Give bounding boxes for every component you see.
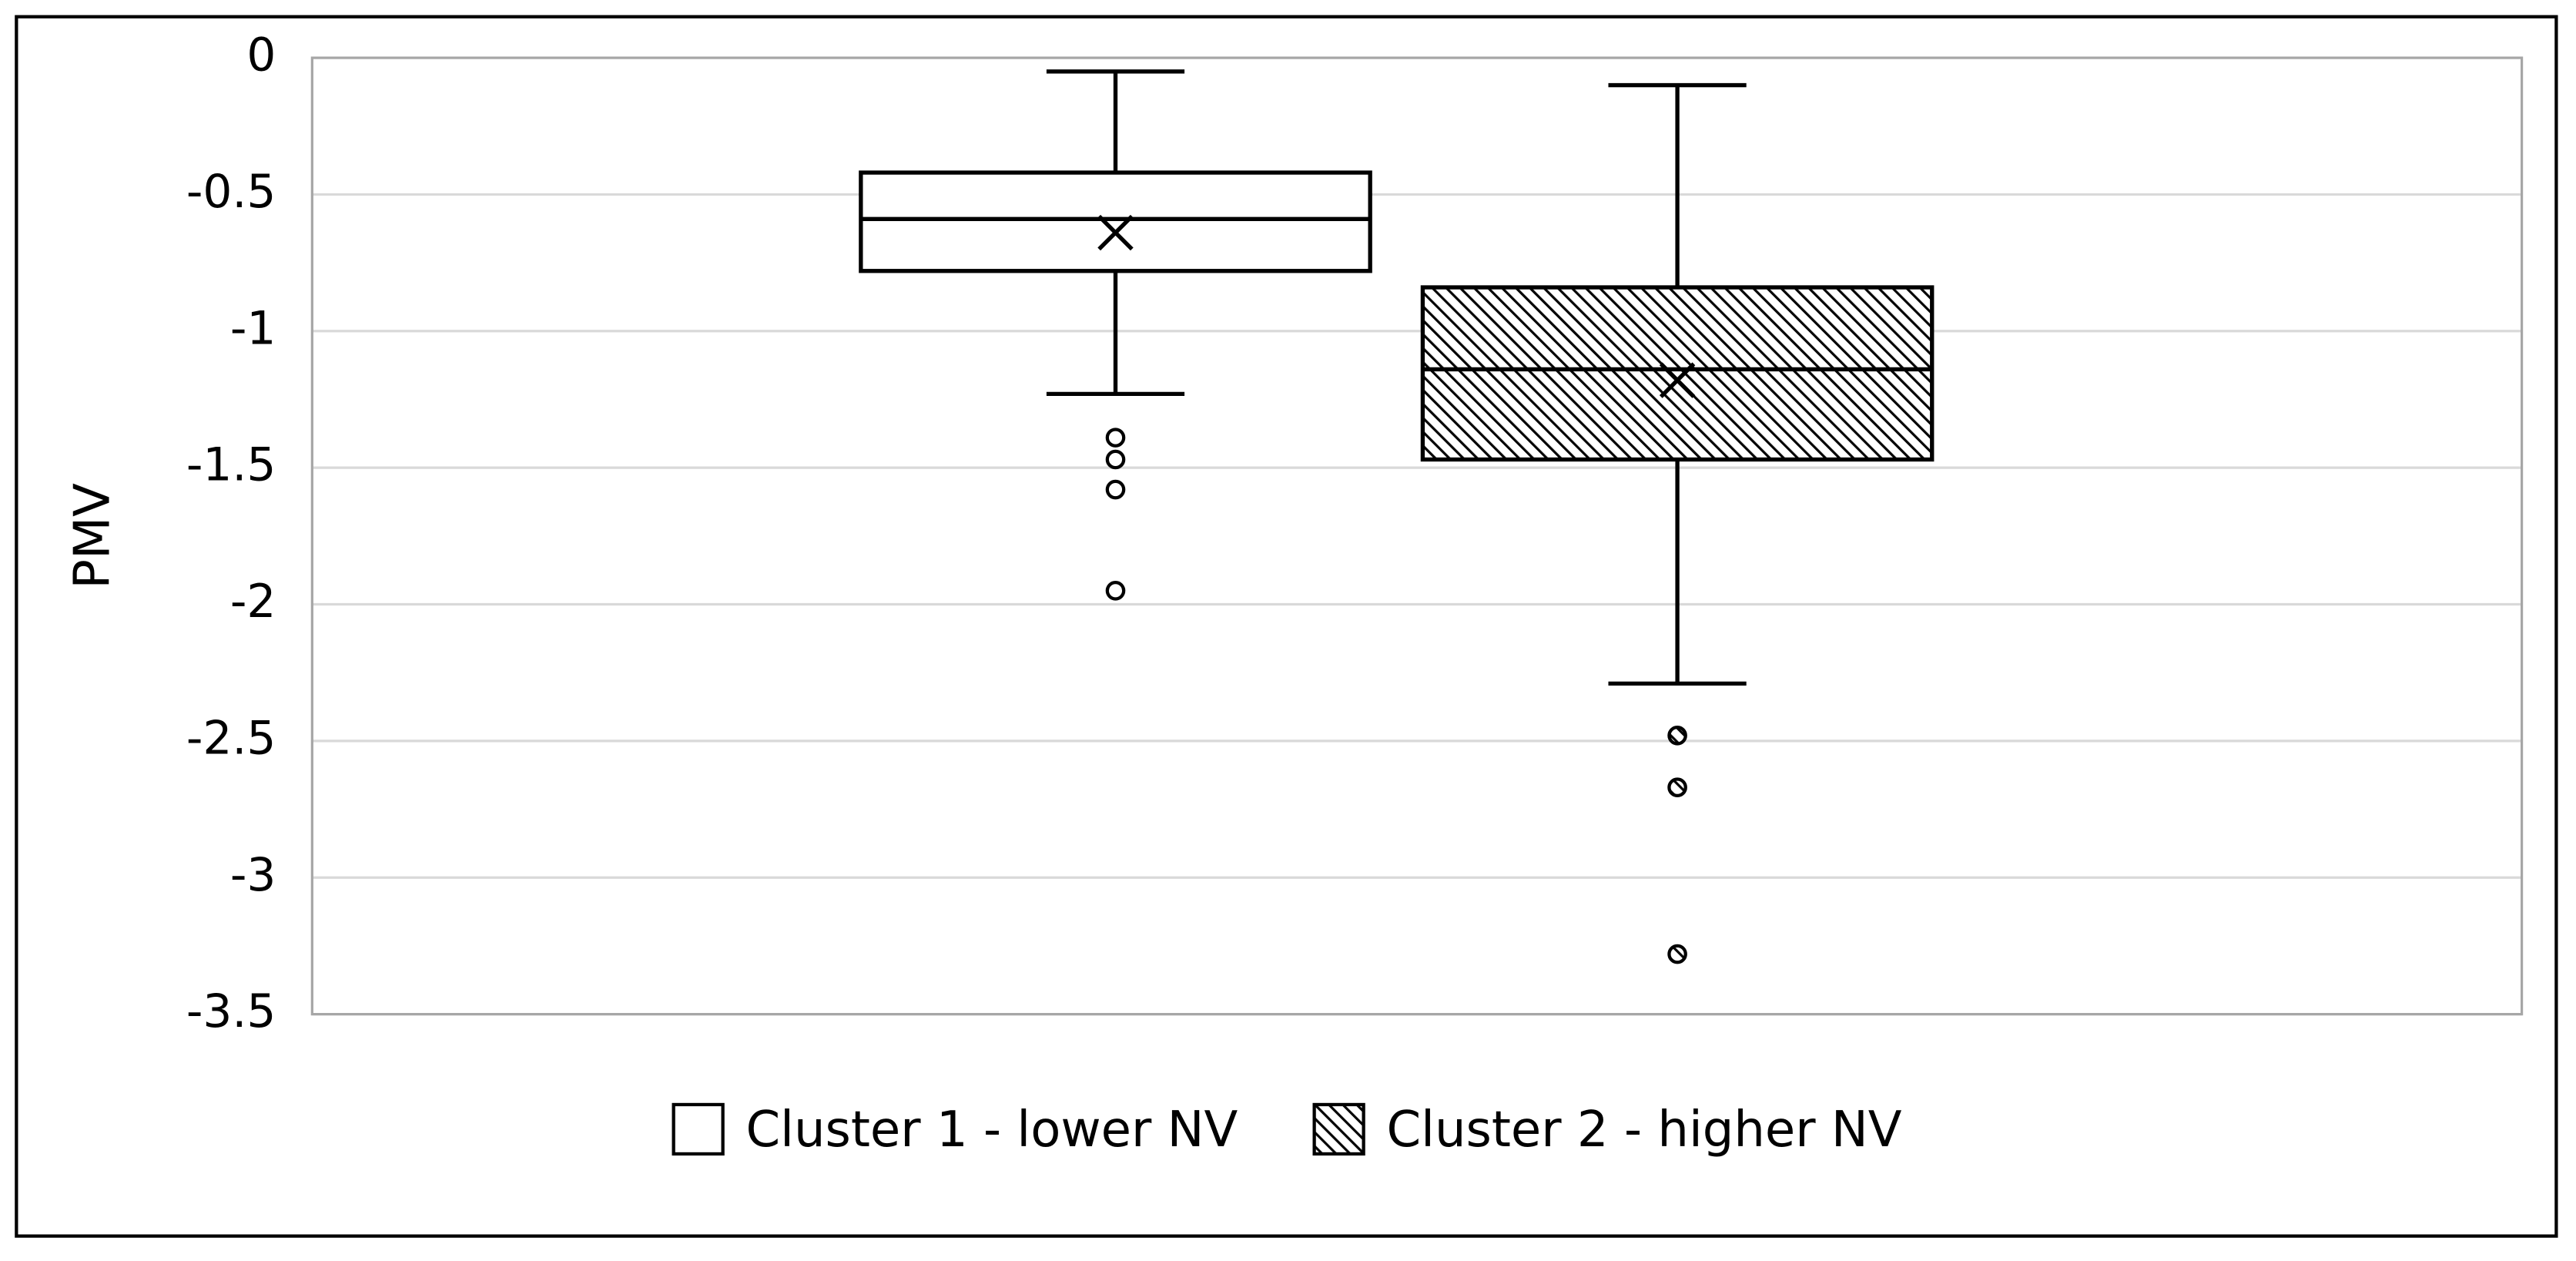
y-tick-label: -2.5 — [186, 712, 276, 765]
y-tick-label: -0.5 — [186, 166, 276, 219]
outlier — [1105, 449, 1126, 470]
y-tick-label: 0 — [246, 29, 276, 82]
legend-swatch — [1312, 1102, 1365, 1156]
outlier — [1667, 725, 1687, 746]
outlier — [1667, 777, 1687, 797]
y-tick-label: -3.5 — [186, 985, 276, 1038]
outlier — [1667, 944, 1687, 964]
mean-marker — [1659, 362, 1696, 398]
legend-label: Cluster 1 - lower NV — [746, 1102, 1238, 1159]
outlier — [1105, 479, 1126, 500]
y-tick-label: -2 — [230, 575, 276, 629]
y-tick-label: -1 — [230, 302, 276, 355]
legend-swatch — [672, 1102, 725, 1156]
mean-marker — [1097, 214, 1134, 251]
outlier — [1105, 428, 1126, 448]
y-tick-label: -1.5 — [186, 439, 276, 492]
y-axis-label: PMV — [64, 483, 121, 589]
outlier — [1105, 580, 1126, 601]
plot-area — [310, 56, 2524, 1016]
box — [1420, 285, 1935, 462]
box — [859, 170, 1372, 273]
legend-label: Cluster 2 - higher NV — [1386, 1102, 1901, 1159]
y-tick-label: -3 — [230, 849, 276, 902]
